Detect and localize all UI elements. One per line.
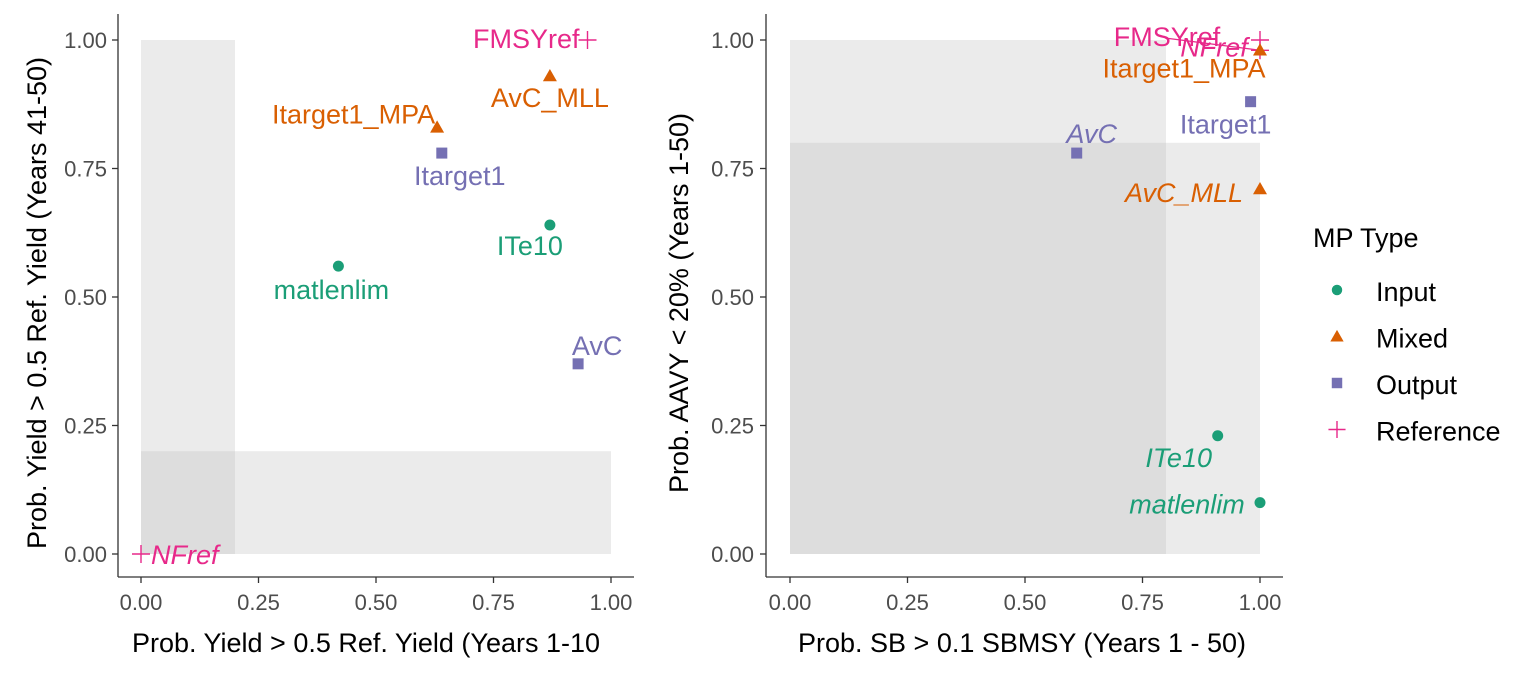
panel2-point-itarget1-mpa (1253, 43, 1267, 56)
panel2-point-label: Itarget1 (1180, 110, 1272, 140)
legend-key-output (1331, 377, 1343, 389)
panel2-point-label: FMSYref (1114, 22, 1221, 52)
panel2-point-label: AvC (1064, 119, 1117, 149)
panel2-shaded-region-2 (790, 142, 1260, 555)
panel2-label-leader-line (1164, 37, 1261, 51)
panel1-y-axis-title: Prob. Yield > 0.5 Ref. Yield (Years 41-5… (22, 57, 52, 549)
panel1-shaded-region-2 (141, 451, 611, 554)
legend-item-reference: Reference (1376, 417, 1501, 447)
panel1-y-tick-label: 0.25 (64, 414, 107, 439)
panel2-x-tick-label: 0.50 (1004, 590, 1047, 615)
panel1-point-label: AvC_MLL (491, 83, 609, 113)
panel1-point-nfref (132, 545, 150, 563)
legend-key-input (1331, 284, 1343, 296)
panel1-x-tick-label: 1.00 (590, 590, 633, 615)
panel1-point-avc (572, 358, 584, 370)
panel2-y-tick-label: 1.00 (711, 28, 754, 53)
panel1-point-label: NFref (151, 540, 221, 570)
panel1-point-label: AvC (572, 331, 623, 361)
panel2-y-tick-label: 0.75 (711, 157, 754, 182)
panel2-point-label: ITe10 (1145, 443, 1212, 473)
panel1-y-tick-label: 1.00 (64, 28, 107, 53)
legend-key-reference (1328, 420, 1346, 439)
panel1-point-label: Itarget1_MPA (272, 99, 435, 129)
panel1-point-label: matlenlim (274, 275, 390, 305)
panel2-point-label: NFref (1180, 32, 1250, 62)
panel1-point-itarget1-mpa (430, 120, 445, 133)
panel1-x-tick-label: 0.00 (120, 590, 163, 615)
panel2-point-label: matlenlim (1129, 490, 1245, 520)
panel1-y-tick-label: 0.75 (64, 157, 107, 182)
panel1-x-tick-label: 0.25 (237, 590, 280, 615)
panel2-point-matlenlim (1254, 497, 1266, 509)
panel1-x-axis-title: Prob. Yield > 0.5 Ref. Yield (Years 1-10 (132, 628, 600, 658)
panel2-point-avc (1071, 147, 1083, 159)
panel1-point-itarget1 (436, 147, 448, 159)
panel1-point-fmsyref (578, 31, 597, 49)
legend-item-mixed: Mixed (1376, 324, 1448, 354)
panel2-y-tick-label: 0.25 (711, 414, 754, 439)
panel1-y-tick-label: 0.00 (64, 542, 107, 567)
panel2-x-tick-label: 0.25 (886, 590, 929, 615)
panel1-point-avc-mll (542, 68, 557, 82)
panel1-point-matlenlim (332, 260, 344, 272)
panel2-point-itarget1 (1245, 96, 1257, 108)
panel2-y-tick-label: 0.50 (711, 285, 754, 310)
legend-title: MP Type (1313, 223, 1419, 253)
panel2-y-axis-title: Prob. AAVY < 20% (Years 1-50) (664, 113, 694, 493)
panel1-point-ite10 (544, 219, 556, 231)
panel2-x-tick-label: 0.00 (769, 590, 812, 615)
panel1-y-tick-label: 0.50 (64, 285, 107, 310)
legend-item-input: Input (1376, 277, 1437, 307)
panel2-point-avc-mll (1253, 182, 1267, 195)
panel2-x-tick-label: 1.00 (1239, 590, 1282, 615)
panel1-point-label: Itarget1 (414, 161, 506, 191)
panel1-point-label: FMSYref (473, 24, 580, 54)
panel2-point-ite10 (1212, 430, 1224, 442)
panel1-point-label: ITe10 (497, 231, 563, 261)
panel1-x-tick-label: 0.50 (355, 590, 398, 615)
panel1-x-tick-label: 0.75 (472, 590, 515, 615)
panel2-x-tick-label: 0.75 (1121, 590, 1164, 615)
legend-item-output: Output (1376, 370, 1458, 400)
panel1-shaded-region-1 (141, 40, 235, 554)
panel2-point-label: Itarget1_MPA (1102, 53, 1265, 83)
panel2-y-tick-label: 0.00 (711, 542, 754, 567)
panel2-point-label: AvC_MLL (1123, 178, 1243, 208)
panel2-x-axis-title: Prob. SB > 0.1 SBMSY (Years 1 - 50) (798, 628, 1246, 658)
panel2-shaded-region-1 (790, 40, 1166, 554)
legend-key-mixed (1330, 329, 1344, 342)
